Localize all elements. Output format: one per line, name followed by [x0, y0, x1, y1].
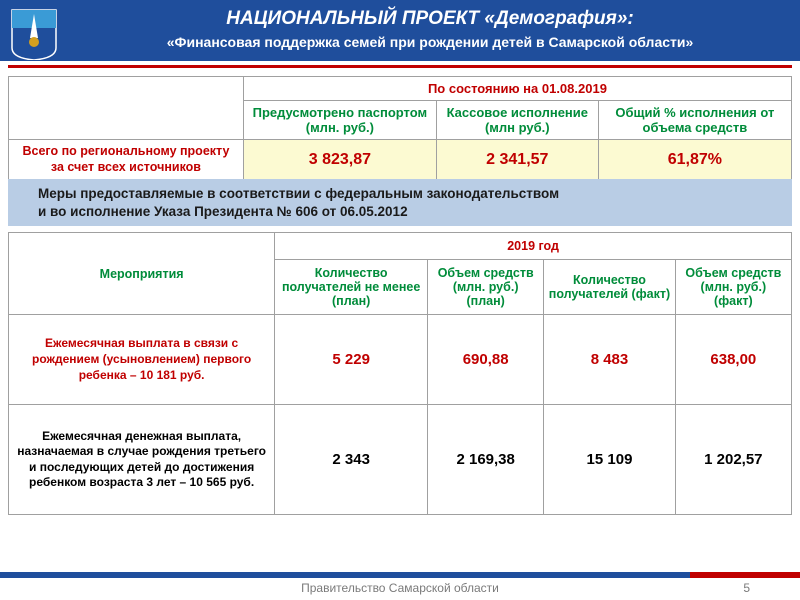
note-bar: Меры предоставляемые в соответствии с фе…	[8, 179, 792, 226]
summary-table: По состоянию на 01.08.2019 Предусмотрено…	[8, 76, 792, 180]
t2-r1-v4: 638,00	[675, 315, 791, 405]
summary-empty-cell	[9, 76, 244, 139]
summary-v3: 61,87%	[598, 139, 791, 179]
summary-v1: 3 823,87	[243, 139, 436, 179]
slide-header: НАЦИОНАЛЬНЫЙ ПРОЕКТ «Демография»: «Финан…	[0, 0, 800, 61]
t2-h3: Количество получателей (факт)	[544, 260, 675, 315]
t2-r1-v1: 5 229	[275, 315, 428, 405]
region-logo	[10, 8, 58, 60]
t2-r2-v2: 2 169,38	[428, 405, 544, 515]
t2-r1-v2: 690,88	[428, 315, 544, 405]
t2-year: 2019 год	[275, 233, 792, 260]
title-sub: «Финансовая поддержка семей при рождении…	[70, 33, 790, 51]
note-line2: и во исполнение Указа Президента № 606 о…	[38, 204, 408, 219]
summary-col1: Предусмотрено паспортом (млн. руб.)	[243, 100, 436, 139]
summary-col3: Общий % исполнения от объема средств	[598, 100, 791, 139]
t2-col-activities: Мероприятия	[9, 233, 275, 315]
t2-h2: Объем средств (млн. руб.) (план)	[428, 260, 544, 315]
summary-col2: Кассовое исполнение (млн руб.)	[436, 100, 598, 139]
summary-v2: 2 341,57	[436, 139, 598, 179]
t2-r2-v4: 1 202,57	[675, 405, 791, 515]
page-number: 5	[743, 581, 750, 595]
measures-table: Мероприятия 2019 год Количество получате…	[8, 232, 792, 515]
t2-r1-v3: 8 483	[544, 315, 675, 405]
t2-r1-label: Ежемесячная выплата в связи с рождением …	[9, 315, 275, 405]
t2-r2-v3: 15 109	[544, 405, 675, 515]
t2-h1: Количество получателей не менее (план)	[275, 260, 428, 315]
slide-footer: Правительство Самарской области 5	[0, 572, 800, 600]
t2-r2-v1: 2 343	[275, 405, 428, 515]
title-main: НАЦИОНАЛЬНЫЙ ПРОЕКТ «Демография»:	[70, 8, 790, 31]
header-divider	[8, 65, 792, 68]
summary-row-label: Всего по региональному проекту за счет в…	[9, 139, 244, 179]
note-line1: Меры предоставляемые в соответствии с фе…	[38, 186, 559, 201]
t2-h4: Объем средств (млн. руб.) (факт)	[675, 260, 791, 315]
summary-asof: По состоянию на 01.08.2019	[243, 76, 791, 100]
t2-r2-label: Ежемесячная денежная выплата, назначаема…	[9, 405, 275, 515]
footer-text: Правительство Самарской области	[301, 581, 499, 595]
